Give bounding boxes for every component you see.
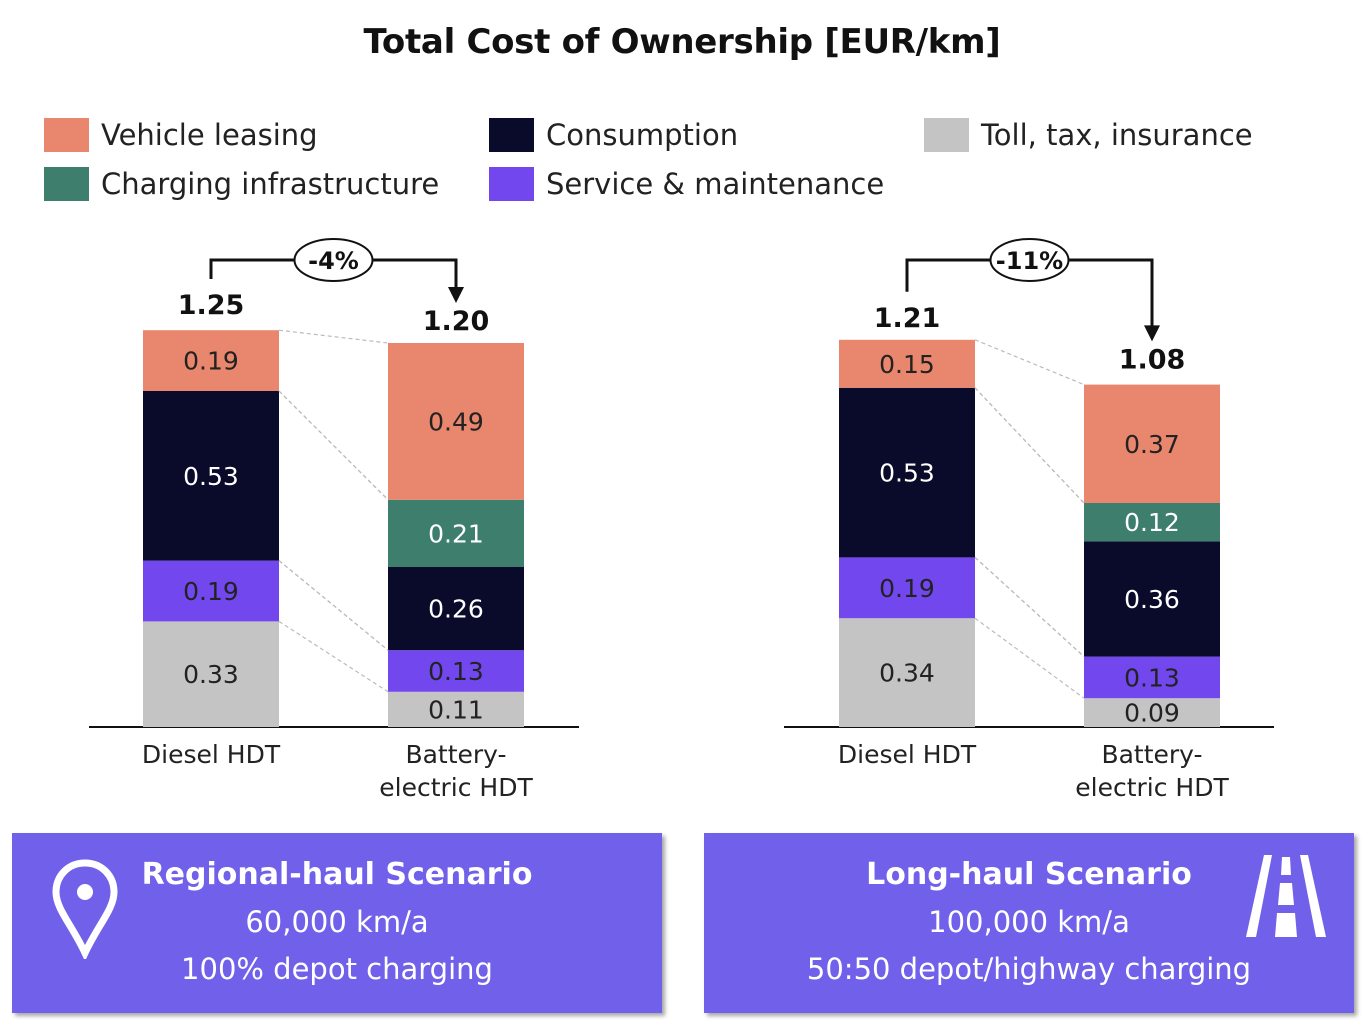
- bar-segment: [1084, 656, 1220, 699]
- segment-value-label: 0.49: [428, 407, 484, 436]
- change-badge: [989, 238, 1070, 282]
- bar-segment: [839, 339, 975, 388]
- category-label: Battery-electric HDT: [379, 740, 533, 802]
- segment-value-label: 0.19: [183, 577, 239, 606]
- segment-value-label: 0.34: [879, 659, 935, 688]
- segment-value-label: 0.53: [183, 462, 239, 491]
- segment-value-label: 0.09: [1124, 699, 1180, 728]
- segment-value-label: 0.12: [1124, 508, 1180, 537]
- scenario-charging: 50:50 depot/highway charging: [806, 952, 1252, 986]
- change-arrowhead: [1144, 325, 1160, 342]
- connector-line: [974, 617, 1085, 699]
- category-label: Diesel HDT: [838, 740, 977, 769]
- scenario-distance: 60,000 km/a: [245, 905, 429, 939]
- connector-line: [278, 329, 389, 344]
- segment-value-label: 0.36: [1124, 585, 1180, 614]
- bar-total-label: 1.25: [178, 290, 245, 321]
- connector-line: [278, 390, 389, 501]
- legend-item-charging-infrastructure: Charging infrastructure: [44, 166, 439, 202]
- legend-swatch: [489, 118, 534, 152]
- legend-item-service-maintenance: Service & maintenance: [489, 166, 884, 202]
- segment-value-label: 0.13: [428, 657, 484, 686]
- legend-swatch: [44, 167, 89, 201]
- change-label: -11%: [996, 247, 1063, 275]
- bar-segment: [1084, 503, 1220, 542]
- bar-total-label: 1.08: [1119, 344, 1186, 375]
- connector-line: [278, 620, 389, 693]
- scenario-distance: 100,000 km/a: [928, 905, 1130, 939]
- legend-item-consumption: Consumption: [489, 117, 738, 153]
- connector-line: [974, 387, 1085, 504]
- segment-value-label: 0.19: [183, 347, 239, 376]
- scenario-box-long-haul: Long-haul Scenario 100,000 km/a 50:50 de…: [704, 833, 1354, 1013]
- bar-total-label: 1.20: [423, 306, 490, 337]
- bar-segment: [388, 691, 524, 727]
- segment-value-label: 0.33: [183, 660, 239, 689]
- bar-segment: [388, 650, 524, 692]
- location-pin-icon: [52, 859, 118, 959]
- legend-label: Charging infrastructure: [101, 167, 440, 201]
- legend-swatch: [44, 118, 89, 152]
- scenario-title: Long-haul Scenario: [866, 857, 1192, 892]
- segment-value-label: 0.13: [1124, 663, 1180, 692]
- segment-value-label: 0.15: [879, 350, 935, 379]
- bar-segment: [388, 343, 524, 500]
- bar-segment: [388, 567, 524, 651]
- charts-svg: 0.33 0.19 0.53 0.19 0.11 0.13 0.26 0.21 0.49 1.25…: [89, 238, 1274, 802]
- bar-segment: [143, 560, 279, 622]
- segment-value-label: 0.11: [428, 695, 484, 724]
- legend-swatch: [924, 118, 969, 152]
- legend-label: Consumption: [546, 118, 739, 152]
- segment-value-label: 0.26: [428, 595, 484, 624]
- bar-total-label: 1.21: [874, 303, 941, 334]
- bar-segment: [1084, 698, 1220, 727]
- segment-value-label: 0.37: [1124, 430, 1180, 459]
- bar-segment: [143, 621, 279, 727]
- segment-value-label: 0.21: [428, 519, 484, 548]
- legend-label: Vehicle leasing: [101, 118, 318, 152]
- legend-label: Service & maintenance: [546, 167, 885, 201]
- category-label: Battery-electric HDT: [1075, 740, 1229, 802]
- scenario-box-regional: Regional-haul Scenario 60,000 km/a 100% …: [12, 833, 662, 1013]
- segment-value-label: 0.53: [879, 459, 935, 488]
- connector-line: [974, 339, 1085, 386]
- bar-segment: [839, 618, 975, 727]
- bar-segment: [1084, 384, 1220, 503]
- change-arrowhead: [448, 287, 464, 303]
- bar-segment: [839, 557, 975, 619]
- legend-item-toll-tax-insurance: Toll, tax, insurance: [924, 117, 1253, 153]
- legend-swatch: [489, 167, 534, 201]
- category-label: Diesel HDT: [142, 740, 281, 769]
- change-label: -4%: [308, 247, 359, 275]
- legend-item-vehicle-leasing: Vehicle leasing: [44, 117, 318, 153]
- scenario-charging: 100% depot charging: [181, 952, 493, 986]
- bar-segment: [388, 499, 524, 567]
- connector-line: [278, 560, 389, 651]
- connector-line: [974, 556, 1085, 658]
- bar-segment: [143, 391, 279, 561]
- chart-title: Total Cost of Ownership [EUR/km]: [363, 22, 1001, 62]
- scenario-title: Regional-haul Scenario: [141, 857, 533, 892]
- bar-segment: [1084, 541, 1220, 657]
- segment-value-label: 0.19: [879, 574, 935, 603]
- change-badge: [293, 238, 374, 282]
- bar-segment: [839, 387, 975, 558]
- legend-label: Toll, tax, insurance: [981, 118, 1253, 152]
- bar-segment: [143, 330, 279, 391]
- highway-road-icon: [1246, 855, 1326, 937]
